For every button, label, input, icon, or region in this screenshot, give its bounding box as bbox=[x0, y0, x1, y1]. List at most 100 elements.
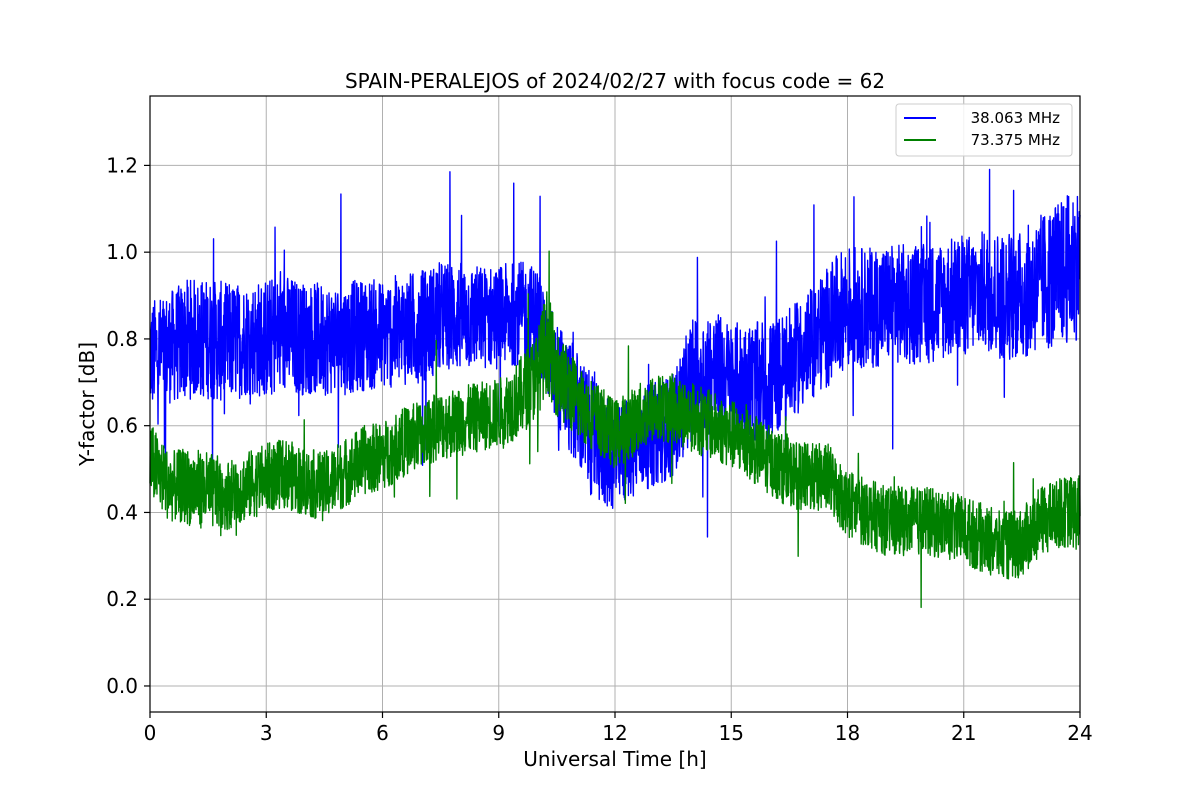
series-2-point bbox=[866, 512, 868, 514]
series-2-point bbox=[169, 486, 171, 488]
x-tick-label: 12 bbox=[602, 721, 627, 745]
series-1-point bbox=[1040, 282, 1042, 284]
series-2-point bbox=[885, 520, 887, 522]
series-1-point bbox=[827, 325, 829, 327]
x-tick-label: 9 bbox=[492, 721, 505, 745]
series-1-point bbox=[769, 382, 771, 384]
y-tick-label: 1.0 bbox=[106, 240, 138, 264]
x-tick-label: 18 bbox=[835, 721, 860, 745]
series-2-point bbox=[362, 460, 364, 462]
series-2-point bbox=[1060, 512, 1062, 514]
series-1-point bbox=[595, 442, 597, 444]
series-1-point bbox=[982, 290, 984, 292]
series-1-point bbox=[808, 347, 810, 349]
series-2-point bbox=[285, 473, 287, 475]
y-tick-label: 0.6 bbox=[106, 414, 138, 438]
series-2-point bbox=[808, 477, 810, 479]
series-2-point bbox=[672, 408, 674, 410]
series-1-point bbox=[905, 303, 907, 305]
series-1-point bbox=[382, 334, 384, 336]
series-2-point bbox=[614, 434, 616, 436]
legend: 38.063 MHz 73.375 MHz bbox=[895, 103, 1073, 157]
series-2-point bbox=[847, 503, 849, 505]
series-1-point bbox=[498, 316, 500, 318]
series-2-point bbox=[265, 477, 267, 479]
series-2-point bbox=[207, 490, 209, 492]
series-1-point bbox=[188, 338, 190, 340]
series-2-point bbox=[246, 486, 248, 488]
legend-label-series-1: 38.063 MHz bbox=[971, 109, 1060, 127]
series-1-point bbox=[440, 316, 442, 318]
x-axis-label: Universal Time [h] bbox=[523, 747, 706, 771]
series-2-point bbox=[440, 425, 442, 427]
series-1-point bbox=[169, 347, 171, 349]
series-1-point bbox=[246, 338, 248, 340]
series-2-point bbox=[924, 520, 926, 522]
series-2-point bbox=[537, 373, 539, 375]
series-2-point bbox=[1021, 542, 1023, 544]
series-2-point bbox=[711, 425, 713, 427]
y-tick-label: 1.2 bbox=[106, 153, 138, 177]
series-1-point bbox=[1002, 295, 1004, 297]
series-2-point bbox=[420, 434, 422, 436]
y-tick-label: 0.2 bbox=[106, 587, 138, 611]
series-1-point bbox=[711, 373, 713, 375]
series-1-point bbox=[575, 408, 577, 410]
series-1-point bbox=[285, 334, 287, 336]
series-2-point bbox=[653, 408, 655, 410]
series-2-point bbox=[595, 416, 597, 418]
series-1-point bbox=[227, 342, 229, 344]
legend-label-series-2: 73.375 MHz bbox=[971, 131, 1060, 149]
series-1-point bbox=[537, 316, 539, 318]
y-tick-label: 0.4 bbox=[106, 500, 138, 524]
x-tick-label: 3 bbox=[260, 721, 273, 745]
x-tick-label: 24 bbox=[1067, 721, 1092, 745]
series-2-point bbox=[382, 455, 384, 457]
series-2-point bbox=[188, 486, 190, 488]
series-1-point bbox=[459, 316, 461, 318]
series-1-point bbox=[517, 312, 519, 314]
series-2-point bbox=[1040, 520, 1042, 522]
series-1-point bbox=[479, 316, 481, 318]
series-2-point bbox=[227, 494, 229, 496]
y-axis-label: Y-factor [dB] bbox=[75, 342, 99, 467]
series-layer bbox=[149, 168, 1081, 609]
series-1-point bbox=[1060, 273, 1062, 275]
x-tick-label: 0 bbox=[144, 721, 157, 745]
series-1-point bbox=[944, 299, 946, 301]
series-2-point bbox=[401, 442, 403, 444]
series-1-point bbox=[265, 338, 267, 340]
series-1-point bbox=[324, 338, 326, 340]
series-2-point bbox=[963, 529, 965, 531]
series-1-point bbox=[362, 334, 364, 336]
series-1-point bbox=[750, 382, 752, 384]
series-2-point bbox=[730, 434, 732, 436]
series-2-point bbox=[982, 538, 984, 540]
series-2-point bbox=[750, 447, 752, 449]
tick-layer: 0 3 6 9 12 15 18 21 24 0.0 0.2 0.4 0.6 0.8 1.0 1.2 bbox=[106, 153, 1093, 745]
series-2-point bbox=[944, 525, 946, 527]
series-1-group bbox=[149, 168, 1081, 538]
series-1-point bbox=[304, 338, 306, 340]
chart-title: SPAIN-PERALEJOS of 2024/02/27 with focus… bbox=[345, 69, 885, 93]
series-1-point bbox=[1021, 295, 1023, 297]
series-2-point bbox=[634, 421, 636, 423]
series-1-point bbox=[866, 308, 868, 310]
series-2-point bbox=[304, 481, 306, 483]
series-1-point bbox=[924, 303, 926, 305]
series-1-point bbox=[343, 338, 345, 340]
series-2-point bbox=[769, 460, 771, 462]
series-1-point bbox=[885, 303, 887, 305]
series-1-point bbox=[692, 377, 694, 379]
x-tick-label: 15 bbox=[719, 721, 744, 745]
series-2-point bbox=[556, 373, 558, 375]
series-2-point bbox=[479, 416, 481, 418]
series-2-point bbox=[498, 412, 500, 414]
series-1-point bbox=[963, 295, 965, 297]
series-2-point bbox=[575, 399, 577, 401]
x-tick-label: 6 bbox=[376, 721, 389, 745]
series-2-point bbox=[905, 520, 907, 522]
x-tick-label: 21 bbox=[951, 721, 976, 745]
series-2-point bbox=[827, 477, 829, 479]
